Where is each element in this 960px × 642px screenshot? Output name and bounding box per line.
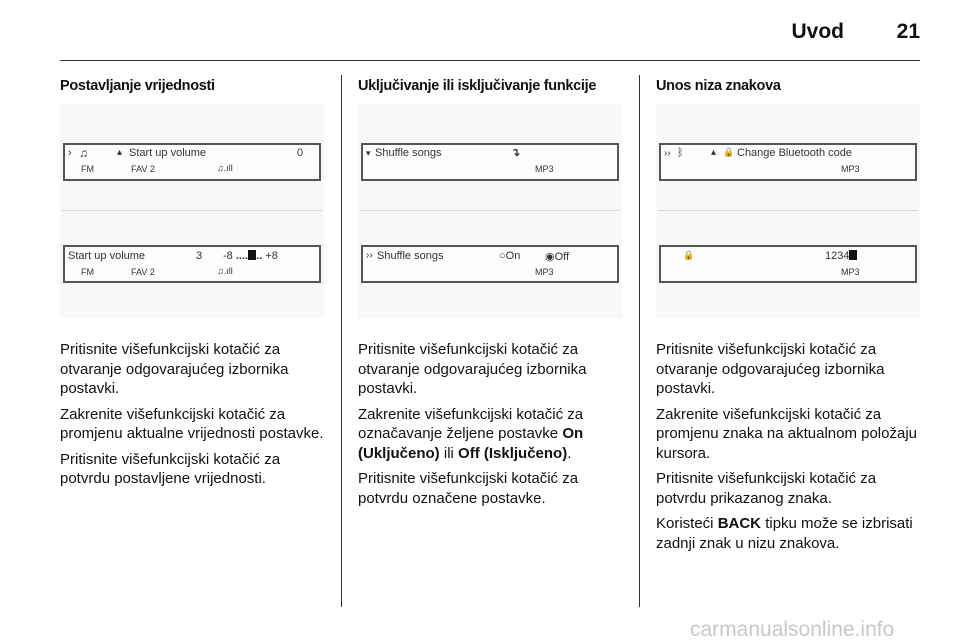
scale-dots: .... [235,250,249,262]
option-on-radio[interactable]: ○On [499,250,521,262]
menu-label: Shuffle songs [375,147,442,159]
paragraph: Pritisnite višefunkcijski kotačić za otv… [358,341,587,397]
display-screen: ›› ᛒ ▴ 🔒 Change Bluetooth code MP3 [659,143,917,181]
source: MP3 [841,267,860,277]
option-on-label: On [505,250,521,262]
display-screen: ›› Shuffle songs ○On ◉Off MP3 [361,245,619,283]
source: FM [81,267,94,277]
column-set-value: Postavljanje vrijednosti › ♫ ▴ Start up … [60,78,326,495]
up-icon: ▴ [711,147,717,158]
value: 3 [196,250,203,262]
source: MP3 [535,164,554,174]
header-rule [60,60,920,61]
column-divider [341,75,342,607]
display-illustration: ▾ Shuffle songs ↴ MP3 ›› Shuffle songs ○… [358,104,622,318]
text: Zakrenite višefunkcijski kotačić za ozna… [358,405,584,443]
preset: FAV 2 [131,267,155,277]
preset: FAV 2 [131,164,155,174]
option-off-radio[interactable]: ◉Off [545,251,570,263]
shuffle-icon: ↴ [511,147,521,159]
paragraph: Zakrenite višefunkcijski kotačić za ozna… [358,405,624,464]
display-screen: 🔒 1234 MP3 [659,245,917,283]
scale-dots: .. [256,250,263,262]
paragraph: Pritisnite višefunkcijski kotačić za otv… [656,341,885,397]
column-enter-string: Unos niza znakova ›› ᛒ ▴ 🔒 Change Blueto… [656,78,922,559]
source: MP3 [535,267,554,277]
menu-label: Shuffle songs [377,250,444,262]
heading: Postavljanje vrijednosti [60,78,215,94]
paragraph: Pritisnite višefunkcijski kotačić za pot… [358,470,579,507]
code-text: 1234 [825,250,850,262]
arrow-icon: ›› [366,250,373,261]
text: Koristeći [656,515,718,532]
text: tipku može se izbrisati zadnji znak u ni… [656,515,913,552]
display-illustration: › ♫ ▴ Start up volume 0 FM FAV 2 ♫.ıll S… [60,104,324,318]
page-number: 21 [896,20,920,43]
separator [360,210,620,211]
bluetooth-icon: ᛒ [677,147,684,159]
signal-icon: ♫.ıll [217,163,233,173]
display-screen: ▾ Shuffle songs ↴ MP3 [361,143,619,181]
heading: Unos niza znakova [656,78,781,94]
menu-label: Change Bluetooth code [737,147,852,159]
up-icon: ▴ [117,147,123,158]
separator [658,210,918,211]
dropdown-arrow-icon: ▾ [366,148,371,158]
source: FM [81,164,94,174]
scale-max: +8 [265,250,278,262]
scale-marker [248,250,257,260]
scale-min: -8 [223,250,233,262]
paragraph: Pritisnite višefunkcijski kotačić za otv… [60,341,289,397]
paragraph: Zakrenite višefunkcijski kotačić za prom… [656,405,917,462]
body-text: Pritisnite višefunkcijski kotačić za otv… [60,340,326,489]
paragraph: Pritisnite višefunkcijski kotačić za pot… [656,470,877,507]
lock-icon: 🔒 [683,250,695,260]
paragraph: Pritisnite višefunkcijski kotačić za pot… [60,450,281,488]
column-toggle-function: Uključivanje ili isključivanje funkcije … [358,78,624,514]
volume-scale: -8 ...... +8 [223,250,278,262]
display-screen: Start up volume 3 -8 ...... +8 FM FAV 2 … [63,245,321,283]
body-text: Pritisnite višefunkcijski kotačić za otv… [656,340,922,553]
emphasis-back: BACK [717,515,762,532]
code-value[interactable]: 1234 [825,250,858,262]
text: . [567,444,572,462]
section-title: Uvod [791,20,845,43]
display-illustration: ›› ᛒ ▴ 🔒 Change Bluetooth code MP3 🔒 123… [656,104,920,318]
column-divider [639,75,640,607]
value: 0 [297,147,304,159]
paragraph: Koristeći BACK tipku može se izbrisati z… [656,514,922,553]
menu-label: Start up volume [68,250,146,262]
lock-icon: 🔒 [723,147,735,157]
body-text: Pritisnite višefunkcijski kotačić za otv… [358,340,624,508]
arrow-icon: › [68,147,72,159]
emphasis-off: Off (Isključeno) [458,444,568,462]
arrow-icon: ›› [664,148,671,159]
watermark: carmanualsonline.info [690,618,895,641]
option-off-label: Off [554,251,570,263]
paragraph: Zakrenite višefunkcijski kotačić za prom… [60,405,324,443]
cursor [849,250,858,260]
emphasis-on: On (Uključeno) [358,425,584,462]
display-screen: › ♫ ▴ Start up volume 0 FM FAV 2 ♫.ıll [63,143,321,181]
heading: Uključivanje ili isključivanje funkcije [358,78,597,94]
source: MP3 [841,164,860,174]
text: ili [439,444,459,462]
music-note-icon: ♫ [79,146,88,160]
separator [62,210,322,211]
menu-label: Start up volume [129,147,207,159]
signal-icon: ♫.ıll [217,266,233,276]
